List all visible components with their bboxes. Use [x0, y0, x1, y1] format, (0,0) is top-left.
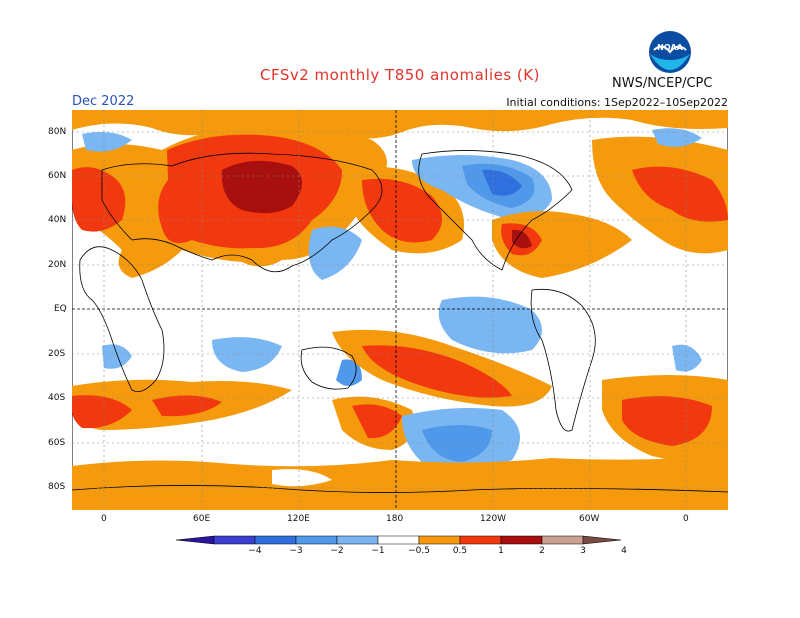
anomaly-region: [632, 166, 728, 222]
anomaly-region: [152, 395, 222, 417]
lat-label: 80N: [48, 127, 67, 137]
legend-swatch: [541, 535, 584, 545]
lon-label: 0: [101, 514, 107, 524]
anomaly-region: [482, 169, 522, 196]
anomaly-map: [72, 110, 728, 510]
lon-label: 120E: [287, 514, 310, 524]
anomaly-region: [72, 167, 126, 232]
legend-swatch: [213, 535, 256, 545]
logo-text: NOAA: [657, 43, 683, 52]
lon-label: 60W: [579, 514, 600, 524]
legend-swatch: [418, 535, 461, 545]
lon-label: 60E: [193, 514, 211, 524]
legend-swatch: [459, 535, 502, 545]
anomaly-region: [336, 359, 362, 386]
legend-label: 2: [539, 546, 545, 556]
anomaly-region: [672, 344, 702, 372]
lat-label: 20S: [48, 349, 66, 359]
legend-swatch: [582, 535, 622, 545]
legend-swatch: [336, 535, 379, 545]
lat-label: EQ: [54, 304, 67, 314]
coastlines: [72, 150, 728, 493]
lat-label: 60N: [48, 171, 67, 181]
graticule: [72, 110, 728, 510]
noaa-logo-icon: NOAA: [648, 30, 692, 74]
initial-conditions: Initial conditions: 1Sep2022–10Sep2022: [506, 96, 728, 109]
legend-swatch: [377, 535, 420, 545]
legend-label: 3: [580, 546, 586, 556]
lon-label: 120W: [480, 514, 507, 524]
anomaly-region: [72, 456, 728, 510]
legend-label: −0.5: [408, 546, 430, 556]
color-legend: [175, 535, 622, 545]
anomaly-region: [622, 396, 712, 446]
anomaly-region: [72, 110, 728, 139]
lat-label: 60S: [48, 438, 66, 448]
map-title: CFSv2 monthly T850 anomalies (K): [260, 66, 540, 84]
legend-label: 4: [621, 546, 627, 556]
legend-label: −4: [248, 546, 262, 556]
anomaly-region: [652, 128, 702, 147]
forecast-period: Dec 2022: [72, 94, 135, 109]
legend-label: −2: [330, 546, 344, 556]
anomaly-region: [82, 132, 132, 152]
lat-label: 20N: [48, 260, 67, 270]
anomaly-region: [212, 337, 282, 372]
anomaly-region: [422, 425, 492, 462]
anomaly-region: [438, 296, 542, 354]
anomaly-region: [362, 178, 442, 243]
legend-swatch: [254, 535, 297, 545]
legend-label: 1: [498, 546, 504, 556]
legend-swatch: [295, 535, 338, 545]
anomaly-region: [221, 160, 302, 214]
legend-label: −1: [371, 546, 385, 556]
legend-swatch: [175, 535, 215, 545]
anomaly-region: [512, 229, 532, 249]
anomaly-region: [72, 395, 132, 429]
legend-label: 0.5: [452, 546, 468, 556]
lon-label: 180: [386, 514, 404, 524]
anomaly-region: [352, 404, 402, 439]
lon-label: 0: [683, 514, 689, 524]
anomaly-region: [272, 469, 332, 487]
lat-label: 40S: [48, 393, 66, 403]
legend-swatch: [500, 535, 543, 545]
anomaly-region: [102, 344, 132, 369]
lat-label: 40N: [48, 215, 67, 225]
anomaly-region: [308, 226, 362, 280]
agency-label: NWS/NCEP/CPC: [612, 76, 713, 91]
lat-label: 80S: [48, 482, 66, 492]
anomaly-region: [362, 345, 512, 398]
legend-label: −3: [289, 546, 303, 556]
